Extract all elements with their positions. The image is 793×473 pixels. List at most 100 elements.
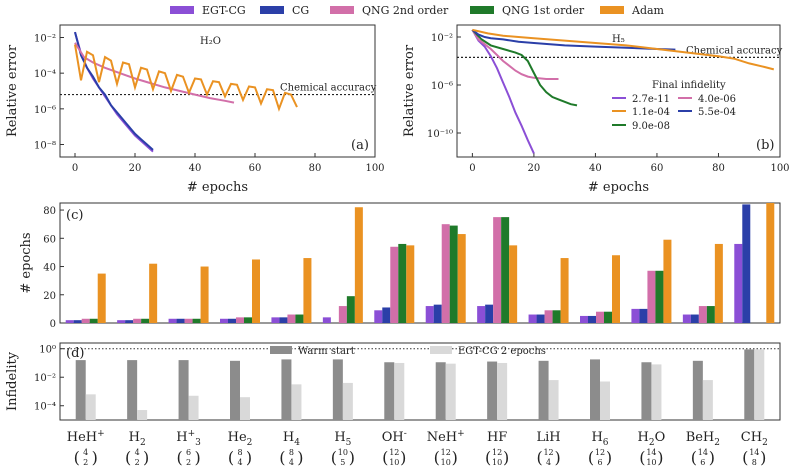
bar — [698, 306, 707, 323]
y-tick-label: 10⁻⁸ — [34, 141, 56, 152]
legend-label: EGT-CG — [202, 4, 246, 17]
legend-swatch — [430, 346, 452, 354]
bar — [528, 314, 537, 323]
paren-open: ( — [228, 448, 234, 467]
bar — [588, 315, 596, 323]
electron-count: 10 — [492, 458, 502, 467]
panel-label: (a) — [351, 138, 369, 153]
bar — [548, 380, 559, 420]
qubit-count: 12 — [389, 448, 399, 457]
paren-close: ) — [143, 448, 149, 467]
bar — [394, 362, 405, 420]
bar — [230, 360, 240, 420]
electron-count: 4 — [237, 458, 242, 467]
molecule-name: H4 — [283, 430, 300, 448]
infidelity-legend-label: 9.0e-08 — [632, 121, 670, 132]
bar — [651, 364, 662, 420]
paren-close: ) — [349, 448, 355, 467]
y-tick-label: 10⁻⁴ — [34, 69, 56, 80]
legend: EGT-CG CG QNG 2nd order QNG 1st order Adam — [170, 4, 665, 17]
bar — [295, 314, 304, 323]
qubit-count: 12 — [441, 448, 451, 457]
bar — [706, 306, 715, 323]
bar — [604, 311, 612, 323]
bar — [538, 360, 549, 420]
molecule-name: H6 — [591, 430, 608, 448]
bar — [639, 308, 648, 323]
series-line — [471, 29, 559, 80]
x-tick-label: 0 — [72, 163, 78, 174]
paren-close: ) — [246, 448, 252, 467]
molecule-name: H2O — [638, 430, 666, 448]
bar — [75, 360, 86, 420]
paren-close: ) — [709, 448, 715, 467]
bar — [441, 224, 450, 323]
bar — [501, 217, 510, 323]
panel-d: 10⁰ 10⁻² 10⁻⁴ Warm start EGT-CG 2 epochs (d) I… — [5, 342, 781, 421]
qubit-count: 14 — [698, 448, 708, 457]
electron-count: 2 — [186, 458, 191, 467]
bar — [271, 317, 280, 323]
electron-count: 10 — [441, 458, 451, 467]
molecule-name: BeH2 — [686, 430, 720, 448]
bar — [73, 320, 82, 323]
qubit-count: 14 — [646, 448, 656, 457]
bar — [81, 318, 90, 323]
bar — [714, 243, 723, 323]
bar — [536, 314, 545, 323]
paren-close: ) — [452, 448, 458, 467]
molecule-name: H5 — [334, 430, 351, 448]
panel-label: (c) — [66, 208, 83, 223]
paren-open: ( — [639, 448, 645, 467]
paren-close: ) — [657, 448, 663, 467]
panel-label: (b) — [756, 138, 774, 153]
molecule-name: HF — [487, 430, 507, 445]
bar — [445, 363, 456, 420]
x-tick-label: 20 — [129, 163, 142, 174]
bar — [487, 361, 498, 420]
electron-count: 2 — [83, 458, 88, 467]
bar — [612, 255, 620, 323]
y-axis-label: Relative error — [5, 44, 20, 137]
bar — [744, 349, 755, 420]
qubit-count: 6 — [186, 448, 191, 457]
x-axis-label: # epochs — [588, 180, 649, 195]
bar — [544, 310, 553, 323]
bar — [433, 304, 442, 323]
electron-count: 8 — [752, 458, 757, 467]
axes-frame — [456, 24, 781, 158]
bar — [85, 394, 96, 420]
bar — [509, 245, 518, 323]
molecule-name: HeH+ — [67, 429, 105, 445]
legend-label: Adam — [631, 4, 665, 17]
bar — [89, 318, 98, 323]
x-tick-label: 0 — [469, 163, 475, 174]
legend-label: CG — [292, 4, 309, 17]
bar — [168, 318, 177, 323]
panel-a: 0 20 40 60 80 100 10⁻² 10⁻⁴ 10⁻⁶ 10⁻⁸ Chemical acc… — [5, 24, 385, 195]
axes-frame — [59, 342, 781, 421]
bar — [332, 359, 343, 420]
bar — [477, 306, 486, 323]
molecule-name: OH- — [382, 429, 407, 445]
bar — [192, 318, 201, 323]
bar — [188, 395, 199, 420]
electron-count: 4 — [289, 458, 294, 467]
infidelity-legend-label: 4.0e-06 — [698, 94, 736, 105]
bar — [384, 362, 395, 420]
y-tick-label: 10⁻¹⁰ — [427, 129, 453, 140]
series-line — [74, 31, 154, 153]
bar — [322, 317, 331, 323]
bar — [766, 203, 775, 323]
y-tick-label: 10⁻⁶ — [431, 81, 453, 92]
legend-swatch — [260, 6, 284, 14]
bar — [141, 318, 150, 323]
bar — [244, 317, 252, 323]
series-line — [74, 42, 235, 104]
bar — [184, 318, 193, 323]
bar — [449, 225, 458, 323]
electron-count: 6 — [700, 458, 705, 467]
bar — [682, 314, 691, 323]
legend-swatch — [270, 346, 292, 354]
y-tick-label: 10⁻⁴ — [34, 402, 56, 413]
